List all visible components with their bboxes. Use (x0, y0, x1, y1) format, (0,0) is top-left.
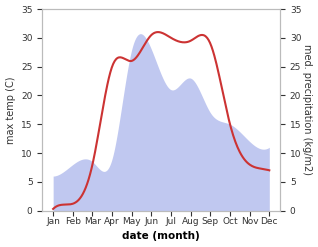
X-axis label: date (month): date (month) (122, 231, 200, 242)
Y-axis label: max temp (C): max temp (C) (5, 76, 16, 144)
Y-axis label: med. precipitation (kg/m2): med. precipitation (kg/m2) (302, 44, 313, 175)
